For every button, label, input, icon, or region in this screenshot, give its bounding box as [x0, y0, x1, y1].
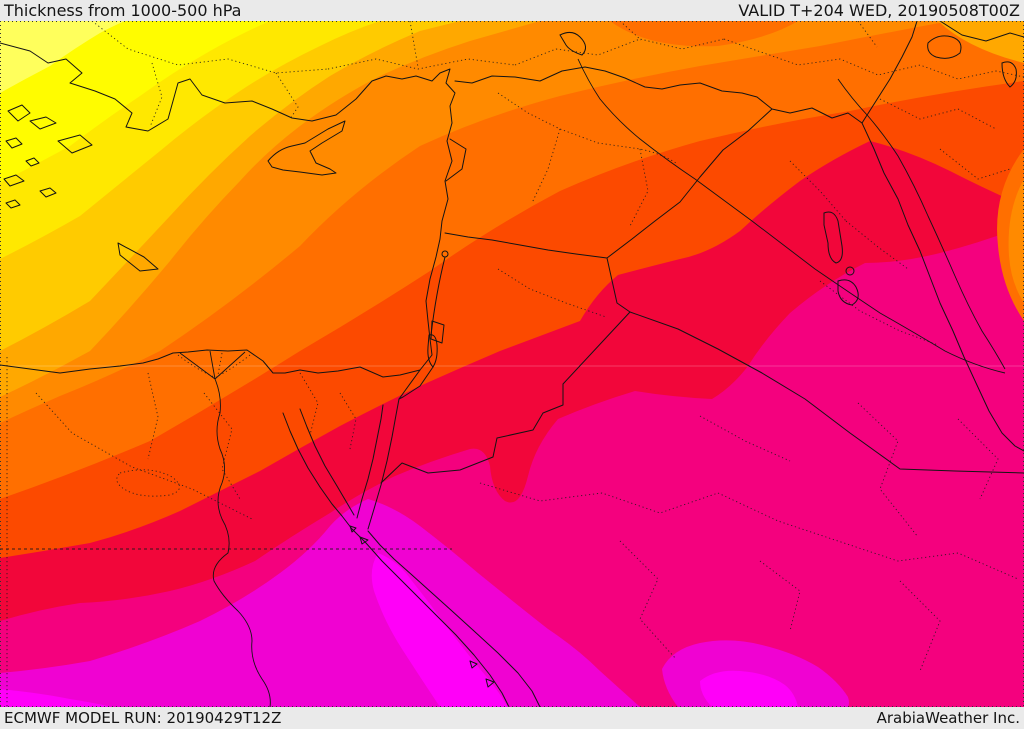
band-dark-orange-pocket — [610, 21, 798, 47]
lake-habbaniyah — [845, 266, 855, 276]
iraq-saudi-border — [629, 311, 1024, 474]
admin-border-line — [497, 268, 607, 318]
admin-border-line — [619, 540, 801, 660]
map-title: Thickness from 1000-500 hPa — [4, 1, 242, 20]
band-bright-magenta-ribbon — [371, 553, 508, 707]
red-sea-islands — [349, 525, 495, 688]
band-zagros-streak-inner — [1008, 179, 1024, 303]
admin-border-line — [35, 392, 253, 520]
admin-border-line — [531, 128, 649, 227]
thickness-bands — [0, 21, 1024, 707]
lebanon-border — [445, 138, 467, 182]
nile-river — [179, 350, 271, 707]
coastlines — [0, 42, 541, 707]
valid-time-label: VALID T+204 WED, 20190508T00Z — [738, 1, 1020, 20]
thickness-contour-map — [0, 21, 1024, 707]
red-sea-coastline — [282, 398, 541, 707]
cyprus-coastline — [267, 120, 346, 176]
lake-tharthar — [823, 211, 843, 264]
band-amber-corner — [938, 21, 1024, 63]
band-pale-yellow — [0, 21, 125, 93]
admin-border-line — [147, 372, 241, 500]
west-bank-border — [430, 320, 445, 344]
iran-turkey-border — [861, 21, 1024, 124]
admin-border-line — [327, 58, 516, 70]
admin-border-line — [497, 92, 677, 164]
iran-iraq-border — [861, 122, 1024, 452]
dead-sea — [427, 334, 438, 368]
brand-label: ArabiaWeather Inc. — [876, 709, 1020, 727]
rivers — [179, 58, 1006, 707]
lake-razzaza — [837, 279, 859, 306]
jordan-syria-border — [444, 232, 608, 259]
tigris-river — [837, 78, 1006, 370]
turkey-syria-iraq-border — [454, 66, 863, 124]
band-bright-magenta-corner — [0, 689, 112, 707]
aegean-islands — [3, 104, 159, 272]
admin-border-line — [409, 21, 878, 68]
lake-van — [927, 35, 962, 59]
admin-border-line — [514, 38, 725, 66]
euphrates-river — [577, 58, 1006, 374]
jordan-iraq-border — [606, 257, 631, 313]
admin-border-line — [149, 62, 163, 128]
footer-bar: ECMWF MODEL RUN: 20190429T12Z ArabiaWeat… — [0, 707, 1024, 729]
mediterranean-coastline — [0, 42, 456, 378]
model-run-label: ECMWF MODEL RUN: 20190429T12Z — [4, 709, 282, 727]
map-area[interactable] — [0, 21, 1024, 707]
band-yellow — [0, 21, 270, 183]
admin-border-line — [789, 160, 939, 346]
admin-border-line — [299, 372, 357, 450]
lake-tuz — [559, 31, 586, 56]
lakes — [427, 31, 1017, 368]
admin-borders — [0, 21, 1024, 707]
admin-border-line — [717, 492, 1019, 580]
country-borders — [380, 21, 1024, 484]
admin-border-line — [275, 72, 299, 120]
band-magenta — [0, 499, 640, 707]
admin-border-line — [857, 402, 999, 538]
jordan-saudi-border — [380, 311, 631, 484]
lake-urmia — [1001, 61, 1017, 88]
admin-border-line — [479, 482, 719, 514]
syria-iraq-border — [606, 108, 773, 259]
admin-border-line — [699, 415, 941, 672]
band-bright-magenta-core — [700, 670, 798, 707]
admin-border-line — [879, 98, 1011, 180]
israel-egypt-border — [398, 369, 421, 400]
map-frame — [0, 21, 1024, 707]
header-bar: Thickness from 1000-500 hPa VALID T+204 … — [0, 0, 1024, 21]
